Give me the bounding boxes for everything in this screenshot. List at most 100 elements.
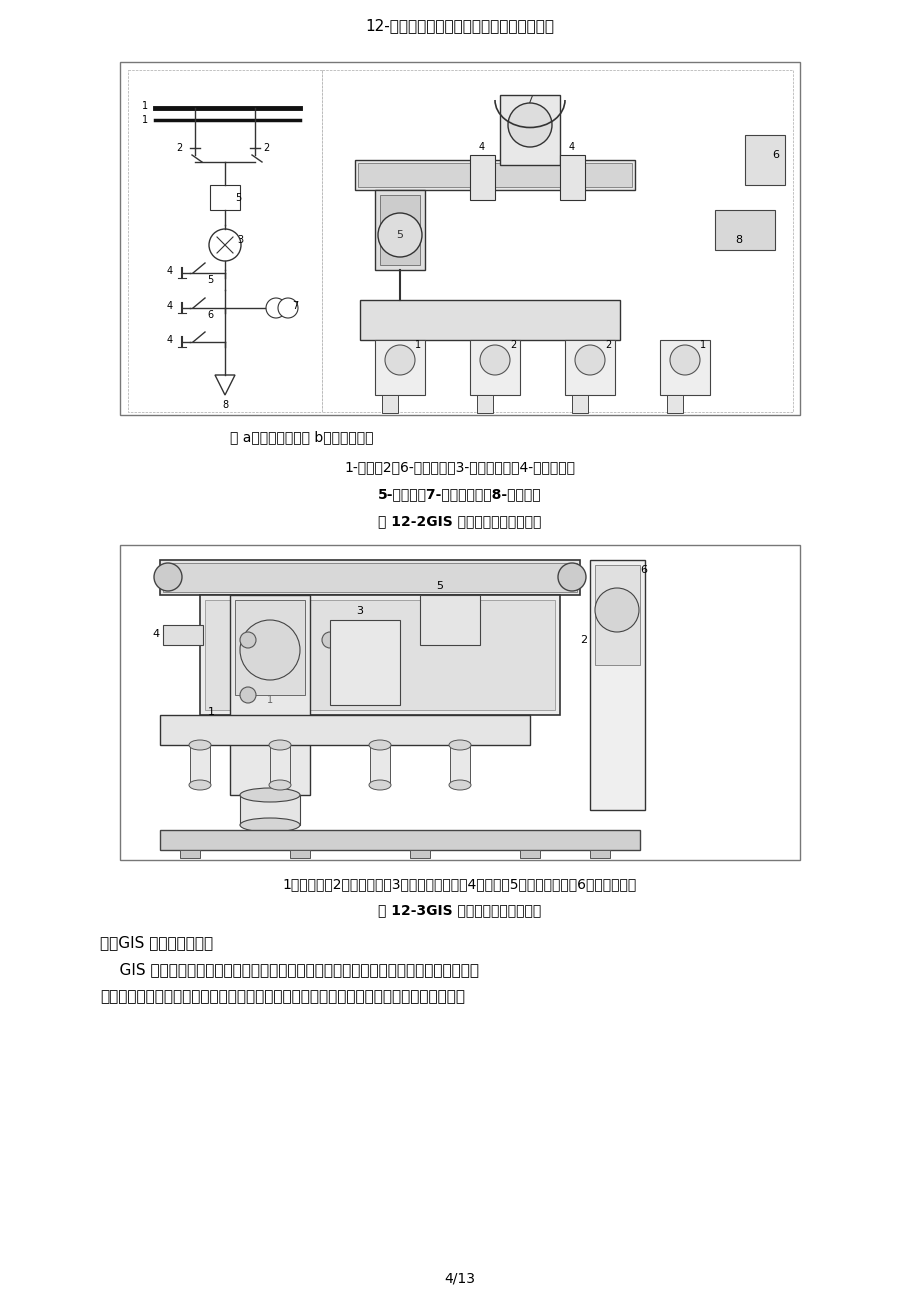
Text: 6: 6	[207, 310, 213, 321]
Circle shape	[480, 345, 509, 375]
Bar	[119, 545, 800, 860]
Ellipse shape	[268, 780, 290, 790]
Ellipse shape	[240, 818, 300, 833]
Text: 三、GIS 的通用技术要求: 三、GIS 的通用技术要求	[100, 936, 213, 950]
Circle shape	[209, 229, 241, 261]
Text: 4: 4	[166, 335, 173, 345]
Circle shape	[558, 563, 585, 592]
Text: 4: 4	[479, 142, 484, 152]
Bar	[572, 395, 587, 413]
Bar	[205, 599, 554, 710]
Circle shape	[669, 345, 699, 375]
Text: 6: 6	[771, 150, 778, 160]
Circle shape	[266, 298, 286, 318]
Text: 出电缆或其他设备的绝缘试验、除掉危险的静电电荷、安装或扩建后的相序校核和操作联锁: 出电缆或其他设备的绝缘试验、除掉危险的静电电荷、安装或扩建后的相序校核和操作联锁	[100, 989, 464, 1005]
Ellipse shape	[369, 740, 391, 751]
Text: 8: 8	[734, 235, 742, 245]
Text: 1: 1	[208, 708, 215, 717]
Bar	[180, 850, 199, 857]
Circle shape	[574, 345, 605, 375]
Ellipse shape	[188, 780, 210, 790]
Text: 4/13: 4/13	[444, 1270, 475, 1285]
Text: 4: 4	[568, 142, 574, 152]
Text: 2: 2	[509, 340, 516, 351]
Text: 4: 4	[166, 301, 173, 311]
Circle shape	[507, 103, 551, 147]
Text: GIS 产品设计应能使设备安全地进行下述各项工作：正常运转、检查和保护性操作、引: GIS 产品设计应能使设备安全地进行下述各项工作：正常运转、检查和保护性操作、引	[100, 962, 479, 977]
Bar	[666, 395, 682, 413]
Ellipse shape	[240, 788, 300, 803]
Bar	[199, 595, 560, 715]
Ellipse shape	[188, 740, 210, 751]
Text: 12-第十二章气体绝缘金属封闭开关设备解析: 12-第十二章气体绝缘金属封闭开关设备解析	[365, 18, 554, 33]
Text: 2: 2	[579, 635, 586, 645]
Circle shape	[278, 298, 298, 318]
Bar	[163, 563, 576, 592]
Text: 2: 2	[176, 143, 183, 152]
Bar	[380, 195, 420, 265]
Bar	[564, 340, 614, 395]
Text: 4: 4	[153, 629, 160, 638]
Ellipse shape	[369, 780, 391, 790]
Circle shape	[240, 687, 255, 704]
Bar	[519, 850, 539, 857]
Text: 图 a．典型接线图图 b．结构表示图: 图 a．典型接线图图 b．结构表示图	[230, 430, 373, 444]
Text: 1-母线；2、6-隔走开关；3-电流互感器；4-接地开关；: 1-母线；2、6-隔走开关；3-电流互感器；4-接地开关；	[344, 460, 575, 474]
Circle shape	[240, 632, 255, 648]
Circle shape	[384, 345, 414, 375]
Ellipse shape	[448, 740, 471, 751]
Bar	[589, 560, 644, 810]
Bar	[160, 560, 579, 595]
Bar	[160, 830, 640, 850]
Bar	[375, 190, 425, 270]
Bar	[449, 745, 470, 784]
Bar	[369, 745, 390, 784]
Bar	[322, 70, 792, 412]
Text: 1: 1	[267, 694, 273, 705]
Circle shape	[240, 620, 300, 680]
Text: 2: 2	[263, 143, 269, 152]
Text: 5: 5	[234, 193, 241, 203]
Circle shape	[153, 563, 182, 592]
Text: 1: 1	[414, 340, 421, 351]
Text: 3: 3	[237, 235, 243, 245]
Bar	[128, 70, 322, 412]
Bar	[330, 620, 400, 705]
Bar	[595, 566, 640, 665]
Text: 5: 5	[207, 275, 213, 285]
Circle shape	[378, 212, 422, 257]
Bar	[160, 715, 529, 745]
Bar	[190, 745, 210, 784]
Bar	[163, 625, 203, 645]
Text: 3: 3	[357, 606, 363, 616]
Text: 8: 8	[221, 400, 228, 410]
Text: 7: 7	[291, 301, 298, 311]
Bar	[499, 95, 560, 165]
Ellipse shape	[268, 740, 290, 751]
Text: 1: 1	[699, 340, 706, 351]
Bar	[210, 185, 240, 210]
Text: 5: 5	[436, 581, 443, 592]
Bar	[289, 850, 310, 857]
Bar	[659, 340, 709, 395]
Bar	[230, 595, 310, 795]
Text: 2: 2	[605, 340, 610, 351]
Bar	[470, 340, 519, 395]
Bar	[381, 395, 398, 413]
Bar	[234, 599, 305, 694]
Text: 4: 4	[166, 266, 173, 276]
Ellipse shape	[448, 780, 471, 790]
Bar	[119, 63, 800, 414]
Text: 图 12-2GIS 的整体布局表示图之一: 图 12-2GIS 的整体布局表示图之一	[378, 513, 541, 528]
Text: 1－断路器；2－隔离开关；3－接地开关装置；4－母线；5－电流互感器；6－电压互感器: 1－断路器；2－隔离开关；3－接地开关装置；4－母线；5－电流互感器；6－电压互…	[282, 877, 637, 891]
Bar	[359, 300, 619, 340]
Bar	[269, 745, 289, 784]
Bar	[375, 340, 425, 395]
Bar	[355, 160, 634, 190]
Text: 1: 1	[142, 115, 148, 125]
Bar	[420, 595, 480, 645]
Text: 7: 7	[526, 95, 533, 106]
Text: 5: 5	[396, 231, 403, 240]
Bar	[357, 163, 631, 188]
Circle shape	[595, 588, 639, 632]
